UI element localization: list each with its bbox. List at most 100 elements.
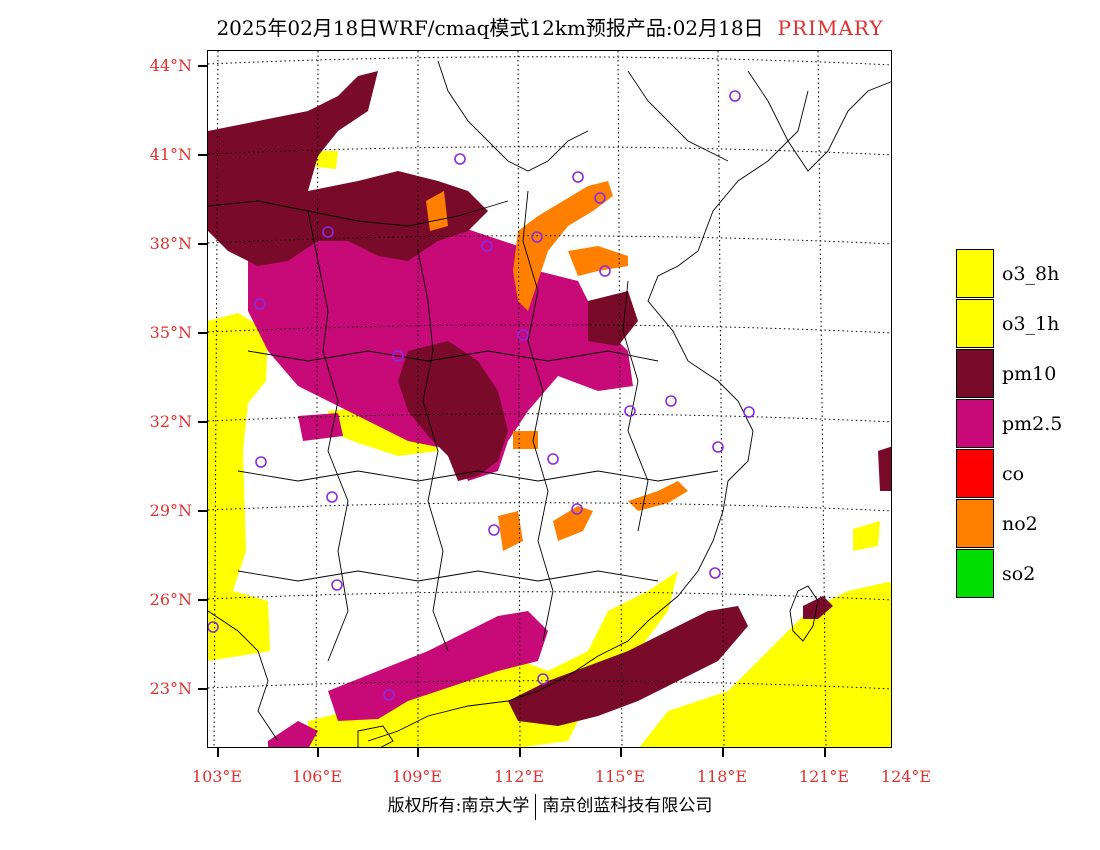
boundaries	[208, 60, 891, 747]
lat-label-26: 26°N	[149, 590, 192, 609]
pollution-map[interactable]	[207, 50, 892, 748]
border-inner-5	[622, 280, 649, 532]
lat-tick	[198, 688, 207, 690]
no2-region-jiangxi	[553, 506, 593, 541]
lat-tick	[198, 510, 207, 512]
lat-tick	[198, 154, 207, 156]
title-text: 2025年02月18日WRF/cmaq模式12km预报产品:02月18日	[216, 16, 764, 40]
no2-regions	[426, 181, 688, 551]
lat-tick	[198, 332, 207, 334]
city-marker	[322, 226, 334, 238]
lon-label-112: 112°E	[493, 767, 545, 786]
hainan-outline	[357, 725, 394, 747]
border-inner-8	[237, 570, 659, 582]
lat-tick	[198, 421, 207, 423]
lon-label-103: 103°E	[191, 767, 243, 786]
city-marker	[392, 350, 404, 362]
city-marker	[326, 491, 338, 503]
border-inner-3	[417, 250, 449, 652]
graticule	[208, 51, 891, 747]
lat-tick	[198, 599, 207, 601]
city-marker	[383, 689, 395, 701]
lat-label-23: 23°N	[149, 679, 192, 698]
legend-swatch	[956, 449, 994, 498]
copyright-separator	[535, 793, 537, 820]
lat-label-44: 44°N	[149, 56, 192, 75]
copyright-company: 南京创蓝科技有限公司	[542, 796, 713, 816]
no2-region-zhejiang	[628, 481, 688, 511]
city-marker	[709, 567, 721, 579]
pm10-region-guangdong	[508, 606, 748, 726]
coastline	[367, 90, 809, 742]
lat-label-41: 41°N	[149, 145, 192, 164]
no2-region-hebei	[568, 246, 628, 276]
lat-label-38: 38°N	[149, 234, 192, 253]
o3-region-sea	[639, 581, 891, 747]
city-marker	[331, 579, 343, 591]
lon-tick	[519, 748, 521, 757]
lon-tick	[620, 748, 622, 757]
pm10-regions	[208, 71, 891, 726]
lon-label-115: 115°E	[594, 767, 646, 786]
legend-swatch	[956, 299, 994, 348]
city-marker	[624, 405, 636, 417]
border-north-2	[627, 70, 729, 162]
legend-label: o3_8h	[1002, 263, 1060, 285]
city-marker	[537, 673, 549, 685]
lon-label-118: 118°E	[696, 767, 748, 786]
pm10-region-shandong	[588, 291, 638, 346]
border-inner-4	[522, 190, 554, 642]
city-marker	[712, 441, 724, 453]
city-marker	[571, 503, 583, 515]
lon-label-106: 106°E	[291, 767, 343, 786]
lon-tick	[217, 748, 219, 757]
copyright-owner: 版权所有:南京大学	[387, 796, 530, 816]
border-southwest	[208, 610, 279, 742]
lon-label-121: 121°E	[798, 767, 850, 786]
border-inner-2	[307, 210, 349, 662]
legend-label: no2	[1002, 513, 1038, 535]
city-marker	[254, 298, 266, 310]
pm25-region-southwest	[268, 721, 318, 747]
legend-label: co	[1002, 463, 1025, 485]
legend-label: pm10	[1002, 363, 1057, 385]
map-title: 2025年02月18日WRF/cmaq模式12km预报产品:02月18日 PRIM…	[0, 12, 1100, 41]
city-marker	[208, 621, 219, 633]
city-markers	[208, 90, 755, 701]
legend-label: pm2.5	[1002, 413, 1063, 435]
lon-label-109: 109°E	[391, 767, 443, 786]
city-marker	[531, 231, 543, 243]
city-marker	[743, 406, 755, 418]
city-marker	[488, 524, 500, 536]
pm10-region-north	[208, 71, 488, 266]
border-north-1	[437, 60, 589, 172]
city-marker	[454, 153, 466, 165]
legend-swatch	[956, 349, 994, 398]
lat-label-29: 29°N	[149, 501, 192, 520]
lat-tick	[198, 65, 207, 67]
border-northeast	[747, 70, 891, 172]
lat-label-35: 35°N	[149, 323, 192, 342]
lon-tick	[722, 748, 724, 757]
o3-region-east	[853, 521, 880, 551]
o3-region-west	[208, 313, 270, 661]
lon-tick	[824, 748, 826, 757]
legend-swatch	[956, 499, 994, 548]
legend-label: o3_1h	[1002, 313, 1060, 335]
city-marker	[517, 329, 529, 341]
copyright: 版权所有:南京大学 南京创蓝科技有限公司	[0, 791, 1100, 820]
legend-swatch	[956, 249, 994, 298]
city-marker	[572, 171, 584, 183]
city-marker	[255, 456, 267, 468]
lat-label-32: 32°N	[149, 412, 192, 431]
no2-region-wuhan	[513, 431, 538, 449]
city-marker	[665, 395, 677, 407]
lat-line-32	[208, 413, 891, 423]
pm10-region-central	[398, 341, 508, 481]
lon-tick	[317, 748, 319, 757]
legend-label: so2	[1002, 563, 1036, 585]
lon-tick	[417, 748, 419, 757]
city-marker	[594, 192, 606, 204]
no2-region-beijing	[513, 181, 613, 311]
city-marker	[547, 453, 559, 465]
